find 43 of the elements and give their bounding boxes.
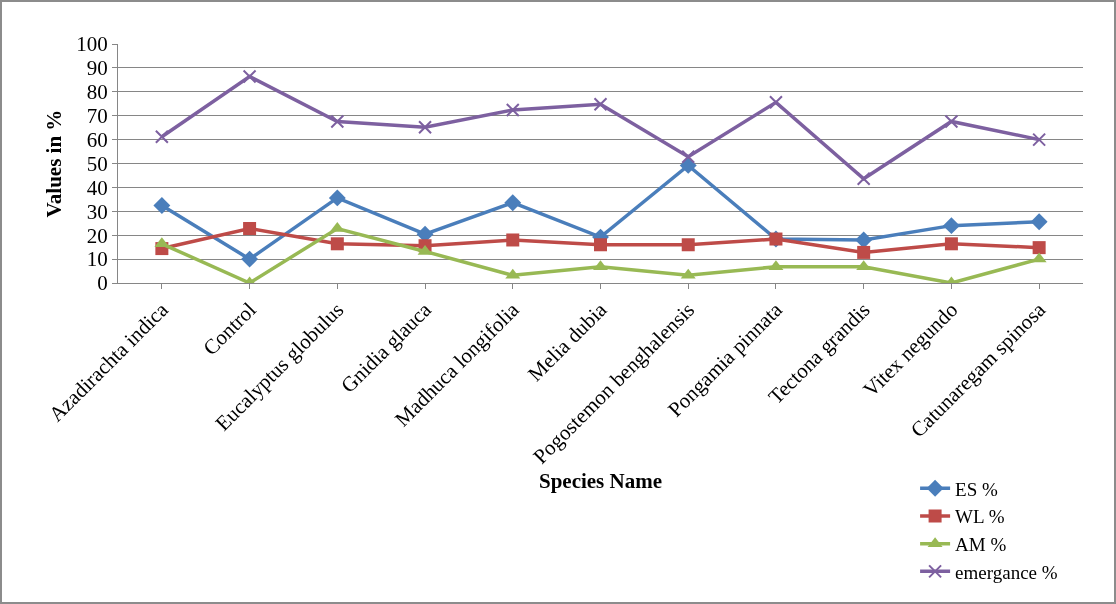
x-axis-title: Species Name (538, 468, 663, 493)
point (594, 238, 607, 252)
point (681, 149, 696, 164)
y-tick-label: 10 (86, 247, 108, 272)
legend-label: WL % (955, 506, 1005, 528)
legend-label: emergance % (955, 561, 1058, 583)
y-tick-label: 80 (86, 80, 108, 105)
y-tick-label: 0 (97, 271, 108, 296)
point (856, 171, 871, 186)
y-tick-label: 100 (76, 32, 108, 57)
point (153, 197, 171, 215)
y-tick-label: 70 (86, 104, 108, 129)
point (1032, 132, 1047, 147)
point (504, 194, 522, 212)
point (241, 250, 259, 268)
point (944, 237, 958, 251)
point (243, 222, 257, 236)
point (506, 233, 520, 247)
y-tick-label: 30 (86, 199, 108, 224)
y-tick-label: 50 (86, 151, 108, 176)
point (1032, 241, 1046, 255)
point (154, 129, 169, 144)
y-axis-title: Values in % (42, 109, 67, 218)
point (505, 102, 520, 117)
point (942, 217, 960, 235)
point (679, 156, 697, 174)
point (418, 120, 433, 135)
point (330, 237, 344, 251)
point (593, 97, 608, 112)
point (328, 189, 346, 207)
point (242, 69, 257, 84)
point (944, 114, 959, 129)
legend-label: ES % (955, 478, 999, 500)
point (857, 245, 871, 259)
point (681, 238, 695, 252)
point (1030, 213, 1048, 231)
y-tick-label: 20 (86, 223, 108, 248)
y-tick-label: 90 (86, 56, 108, 81)
legend-label: AM % (955, 534, 1007, 556)
point (330, 114, 345, 129)
y-tick-label: 40 (86, 175, 108, 200)
y-tick-label: 60 (86, 127, 108, 152)
point (768, 95, 783, 110)
